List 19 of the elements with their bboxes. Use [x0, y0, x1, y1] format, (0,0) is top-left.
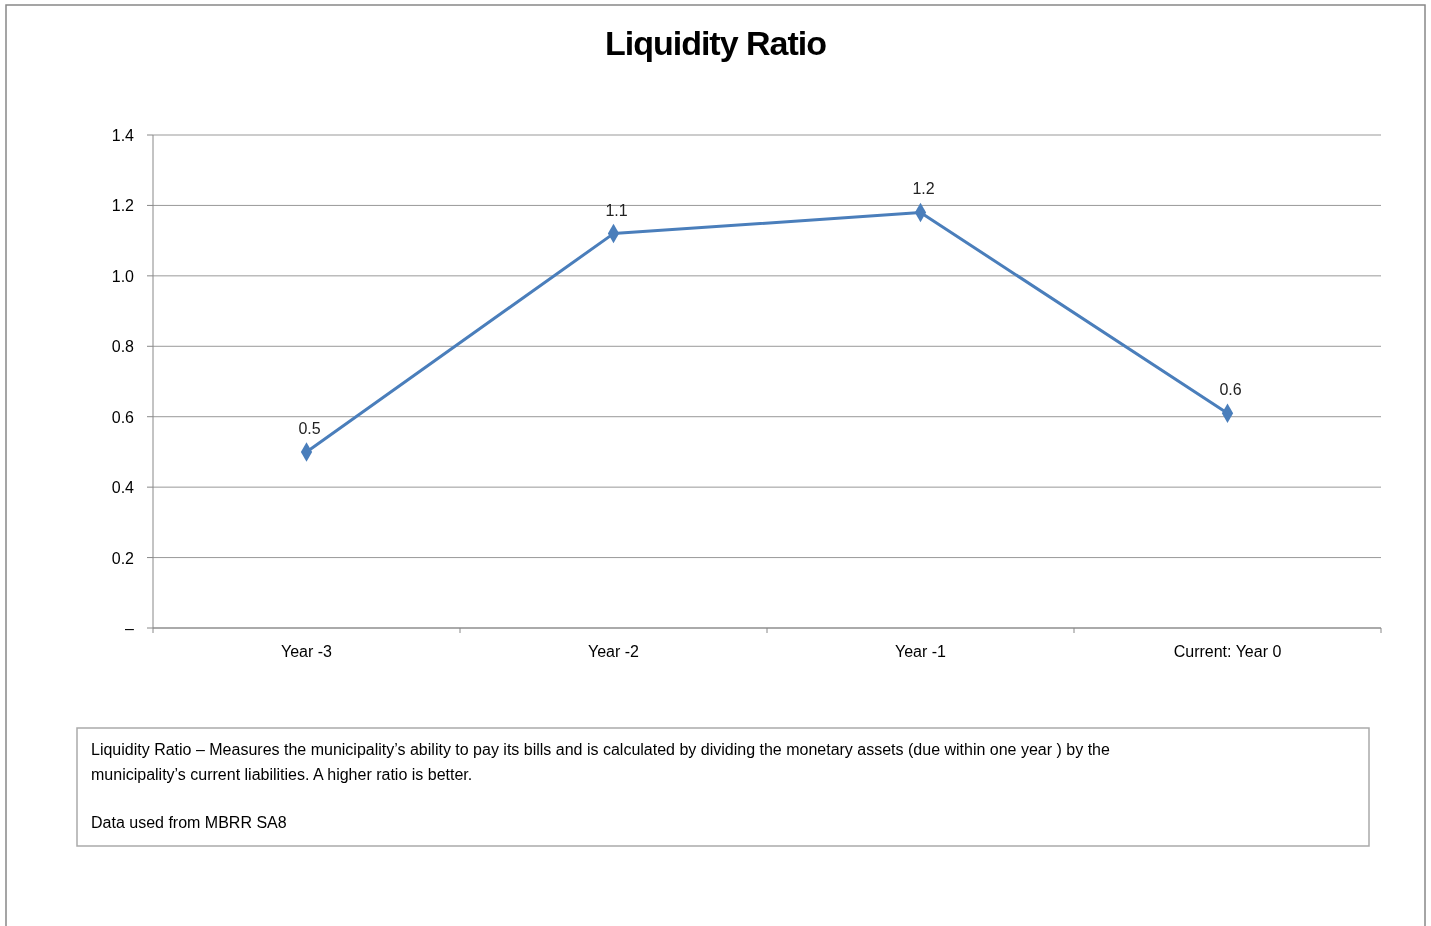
- data-label: 1.2: [912, 180, 935, 198]
- text: Liquidity Ratio – Measures the municipality’s ability to pay its bills and is calculated by dividing the monetary assets (due within one year ) by the municipality’s current liabilities. A higher ratio is better.: [91, 741, 1110, 783]
- y-tick-label: 0.6: [111, 408, 135, 426]
- data-label: 0.6: [1219, 381, 1242, 399]
- y-tick-label: 1.0: [111, 267, 135, 285]
- y-tick-label: –: [125, 620, 135, 637]
- y-tick-label: 0.2: [111, 549, 135, 567]
- data-label: 1.1: [605, 201, 628, 219]
- y-tick-label: 1.4: [111, 127, 135, 144]
- y-tick-label: 0.4: [111, 479, 135, 497]
- y-tick-label: 0.8: [111, 338, 135, 356]
- x-tick-label: Current: Year 0: [1173, 643, 1282, 660]
- x-tick-label: Year -3: [281, 643, 333, 660]
- x-tick-label: Year -2: [588, 643, 640, 660]
- text: Data used from MBRR SA8: [91, 814, 287, 831]
- data-label: 0.5: [298, 419, 321, 437]
- y-tick-label: 1.2: [111, 197, 135, 215]
- x-tick-label: Year -1: [895, 643, 947, 660]
- chart-title: Liquidity Ratio: [604, 24, 827, 62]
